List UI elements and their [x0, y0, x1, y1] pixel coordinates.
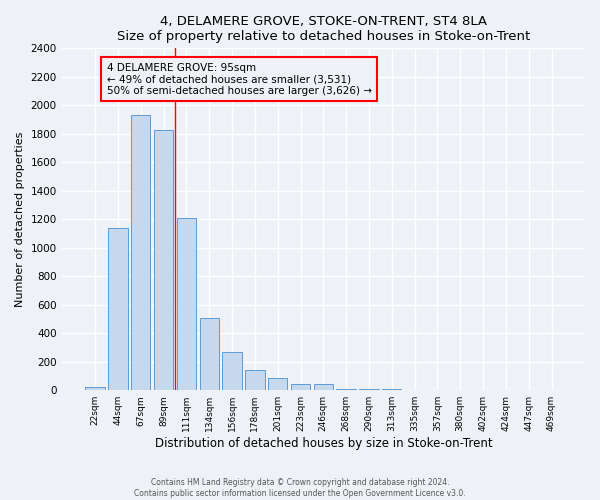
Text: 4 DELAMERE GROVE: 95sqm
← 49% of detached houses are smaller (3,531)
50% of semi: 4 DELAMERE GROVE: 95sqm ← 49% of detache…: [107, 62, 371, 96]
Bar: [85, 386, 105, 390]
Bar: [223, 352, 242, 390]
Y-axis label: Number of detached properties: Number of detached properties: [15, 132, 25, 307]
Bar: [177, 218, 196, 390]
Bar: [154, 130, 173, 390]
Bar: [131, 116, 151, 390]
Bar: [200, 318, 219, 390]
X-axis label: Distribution of detached houses by size in Stoke-on-Trent: Distribution of detached houses by size …: [155, 437, 492, 450]
Title: 4, DELAMERE GROVE, STOKE-ON-TRENT, ST4 8LA
Size of property relative to detached: 4, DELAMERE GROVE, STOKE-ON-TRENT, ST4 8…: [117, 15, 530, 43]
Bar: [314, 384, 333, 390]
Bar: [245, 370, 265, 390]
Bar: [337, 389, 356, 390]
Bar: [291, 384, 310, 390]
Text: Contains HM Land Registry data © Crown copyright and database right 2024.
Contai: Contains HM Land Registry data © Crown c…: [134, 478, 466, 498]
Bar: [108, 228, 128, 390]
Bar: [268, 378, 287, 390]
